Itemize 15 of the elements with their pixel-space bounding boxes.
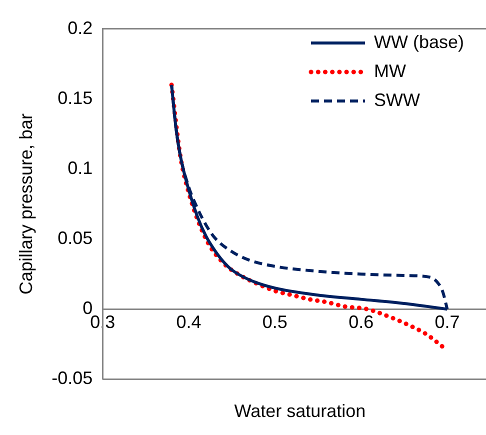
y-tick-label: 0.1 — [68, 158, 93, 178]
legend-label: MW — [374, 61, 406, 82]
x-axis-title: Water saturation — [233, 401, 367, 422]
x-tick-label: 0.4 — [176, 312, 202, 332]
y-tick-label: 0.05 — [58, 228, 93, 248]
x-tick-label: 0.5 — [262, 312, 288, 332]
legend-label: SWW — [374, 90, 420, 111]
x-tick-label: 0.6 — [348, 312, 374, 332]
y-tick-label: 0.2 — [68, 18, 93, 38]
y-axis-title: Capillary pressure, bar — [16, 113, 36, 295]
legend-label: WW (base) — [374, 32, 464, 53]
y-tick-label: -0.05 — [52, 368, 93, 388]
x-tick-label: 0.7 — [434, 312, 460, 332]
x-tick-label: 0.3 — [90, 312, 116, 332]
y-tick-label: 0.15 — [58, 88, 93, 108]
